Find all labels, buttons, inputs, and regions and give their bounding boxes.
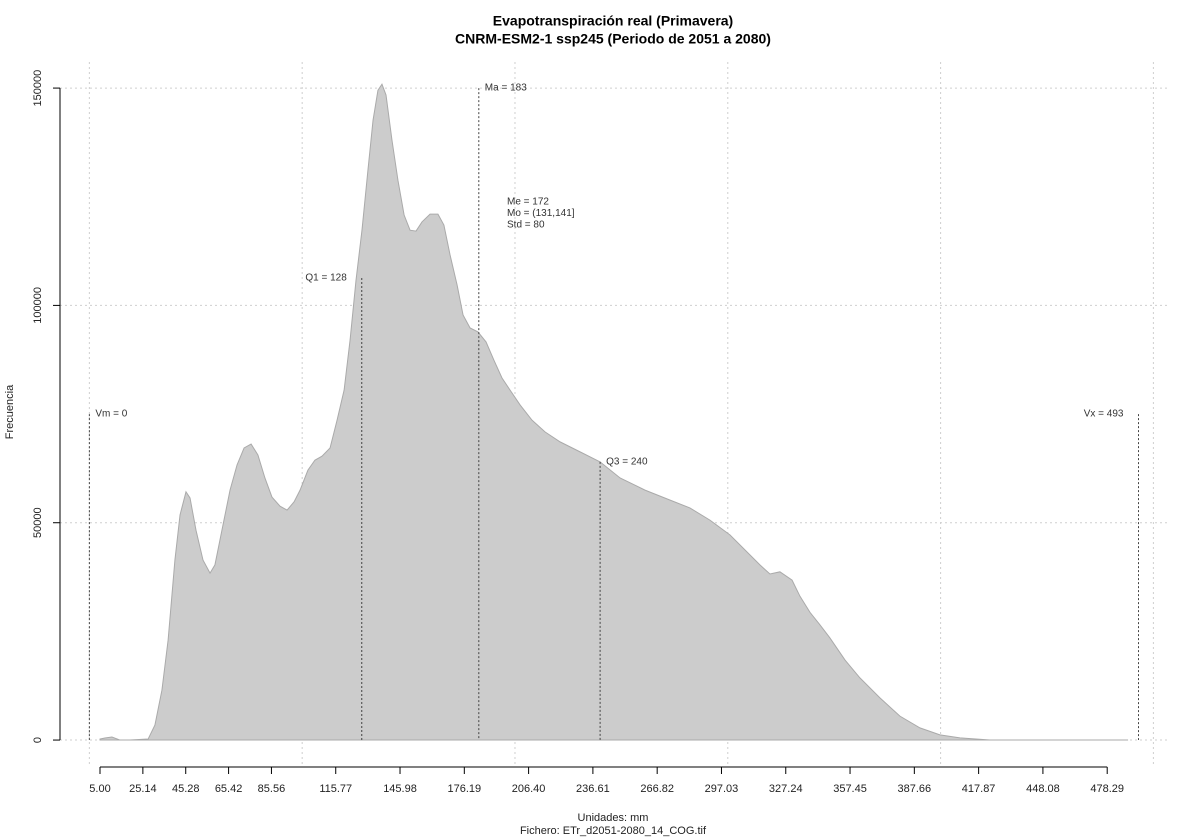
x-tick-label: 45.28 — [172, 783, 200, 795]
chart-title: Evapotranspiración real (Primavera) — [493, 13, 733, 29]
x-tick-label: 176.19 — [447, 783, 481, 795]
y-tick-label: 100000 — [32, 287, 44, 324]
y-tick-label: 50000 — [32, 507, 44, 538]
y-tick-label: 0 — [32, 737, 44, 743]
x-tick-label: 206.40 — [512, 783, 546, 795]
x-tick-label: 25.14 — [129, 783, 157, 795]
caption: Fichero: ETr_d2051-2080_14_COG.tif — [520, 825, 707, 837]
stat-label: Me = 172 — [507, 197, 549, 208]
stat-label: Std = 80 — [507, 220, 545, 231]
annotation-label: Q3 = 240 — [606, 457, 648, 468]
x-tick-label: 266.82 — [640, 783, 674, 795]
x-tick-label: 478.29 — [1090, 783, 1124, 795]
x-tick-label: 65.42 — [215, 783, 243, 795]
x-tick-label: 417.87 — [962, 783, 996, 795]
x-axis-label: Unidades: mm — [578, 812, 649, 824]
y-tick-label: 150000 — [32, 70, 44, 107]
annotation-label: Vm = 0 — [95, 409, 127, 420]
x-tick-label: 115.77 — [319, 783, 352, 795]
annotation-label: Vx = 493 — [1084, 409, 1124, 420]
density-area — [99, 83, 1129, 741]
y-axis-label: Frecuencia — [4, 384, 16, 439]
x-tick-label: 236.61 — [576, 783, 610, 795]
x-tick-label: 85.56 — [258, 783, 286, 795]
x-tick-label: 357.45 — [833, 783, 867, 795]
stat-label: Mo = (131,141] — [507, 208, 575, 219]
x-tick-label: 448.08 — [1026, 783, 1060, 795]
annotation-label: Q1 = 128 — [305, 273, 347, 284]
x-tick-label: 327.24 — [769, 783, 803, 795]
x-tick-label: 145.98 — [383, 783, 417, 795]
x-tick-label: 297.03 — [705, 783, 739, 795]
annotation-label: Ma = 183 — [485, 83, 527, 94]
x-tick-label: 387.66 — [898, 783, 932, 795]
chart-subtitle: CNRM-ESM2-1 ssp245 (Periodo de 2051 a 20… — [455, 31, 771, 47]
x-tick-label: 5.00 — [89, 783, 110, 795]
